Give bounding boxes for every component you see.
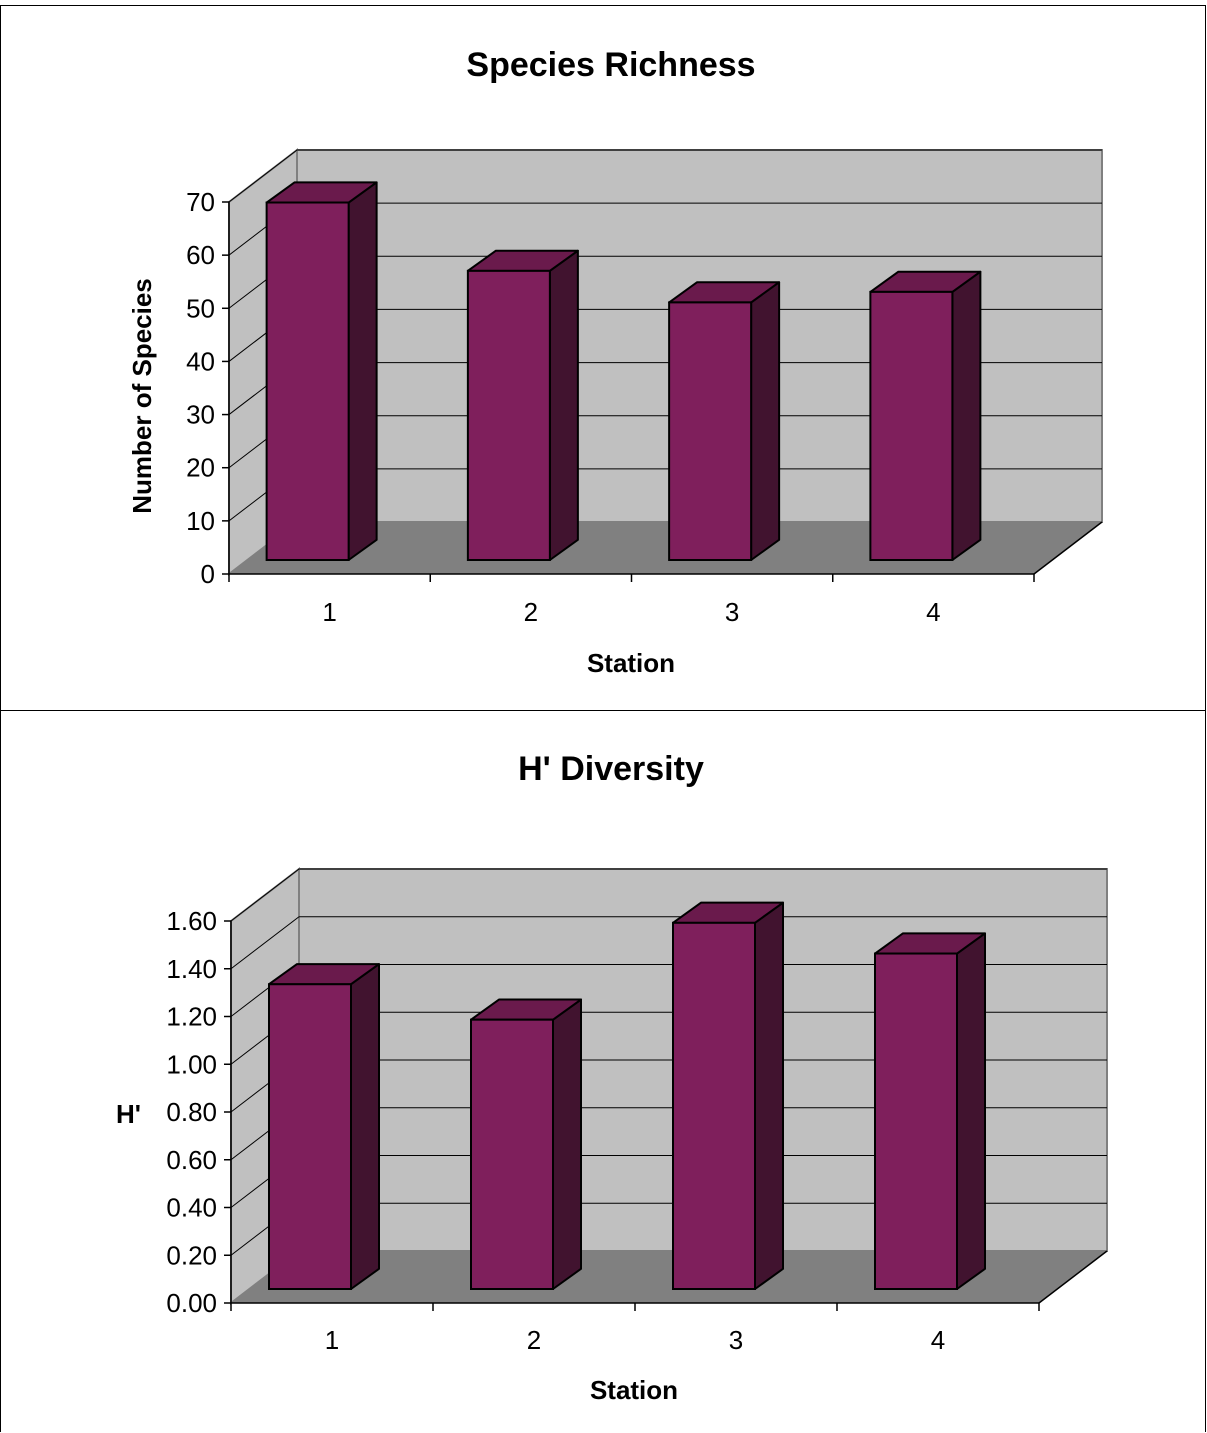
bar-side — [552, 998, 582, 1290]
y-tick-label: 1.40 — [166, 954, 217, 984]
bar-front — [466, 269, 551, 561]
x-tick-label: 4 — [931, 1325, 945, 1355]
x-tick-label: 3 — [729, 1325, 743, 1355]
y-axis-label: H' — [116, 1099, 141, 1129]
bar-side — [350, 963, 380, 1290]
y-tick-label: 10 — [186, 506, 215, 536]
bar-side — [754, 901, 784, 1290]
bar — [874, 932, 986, 1290]
x-tick-label: 1 — [322, 597, 336, 627]
bar — [265, 181, 378, 561]
y-tick-label: 70 — [186, 187, 215, 217]
y-tick-label: 0.80 — [166, 1097, 217, 1127]
bar-side — [548, 249, 579, 561]
bar-side — [951, 270, 982, 561]
x-axis-label: Station — [587, 648, 675, 678]
y-tick-label: 1.00 — [166, 1049, 217, 1079]
bar-front — [265, 201, 350, 561]
bar-front — [874, 952, 958, 1290]
bar — [466, 249, 579, 561]
x-tick-label: 3 — [725, 597, 739, 627]
bar-side — [347, 181, 378, 561]
side-gridline — [230, 868, 300, 922]
y-tick-label: 1.60 — [166, 906, 217, 936]
y-tick-label: 40 — [186, 346, 215, 376]
y-tick-label: 1.20 — [166, 1002, 217, 1032]
bar — [668, 281, 781, 561]
y-tick-label: 50 — [186, 293, 215, 323]
chart-title: Species Richness — [466, 46, 755, 84]
y-tick-label: 0.00 — [166, 1288, 217, 1318]
y-axis-label: Number of Species — [127, 278, 157, 514]
y-tick-label: 60 — [186, 240, 215, 270]
y-tick-label: 0.20 — [166, 1240, 217, 1270]
species-richness-chart: Species Richness 0 10 20 30 40 50 60 70 1 2 3 4 St… — [127, 46, 1103, 678]
bar — [672, 901, 784, 1290]
floor-edge-line — [1033, 521, 1103, 575]
x-tick-label: 2 — [527, 1325, 541, 1355]
x-axis-label: Station — [590, 1375, 678, 1405]
h-diversity-chart: H' Diversity 0.00 0.20 0.40 0.60 0.80 1.00 1.2… — [116, 750, 1108, 1405]
bar-front — [672, 921, 756, 1290]
x-tick-label: 1 — [325, 1325, 339, 1355]
floor-edge-line — [1038, 1250, 1108, 1304]
y-tick-label: 30 — [186, 400, 215, 430]
y-tick-label: 0.40 — [166, 1193, 217, 1223]
bar-front — [869, 290, 954, 561]
bar-front — [268, 983, 352, 1290]
chart-title: H' Diversity — [518, 750, 704, 788]
bar-side — [956, 932, 986, 1290]
x-tick-label: 2 — [524, 597, 538, 627]
bar-front — [470, 1018, 554, 1290]
bar-side — [750, 281, 781, 561]
y-tick-label: 0 — [201, 559, 215, 589]
bar — [470, 998, 582, 1290]
side-gridline — [228, 149, 298, 203]
side-gridline — [230, 916, 300, 970]
species-richness-panel: Species Richness 0 10 20 30 40 50 60 70 1 2 3 4 St… — [0, 5, 1206, 711]
bar-front — [668, 301, 753, 561]
bar — [268, 963, 380, 1290]
y-tick-label: 0.60 — [166, 1145, 217, 1175]
x-tick-label: 4 — [926, 597, 940, 627]
y-tick-label: 20 — [186, 453, 215, 483]
h-diversity-panel: H' Diversity 0.00 0.20 0.40 0.60 0.80 1.00 1.2… — [0, 710, 1206, 1432]
bar — [869, 270, 982, 561]
